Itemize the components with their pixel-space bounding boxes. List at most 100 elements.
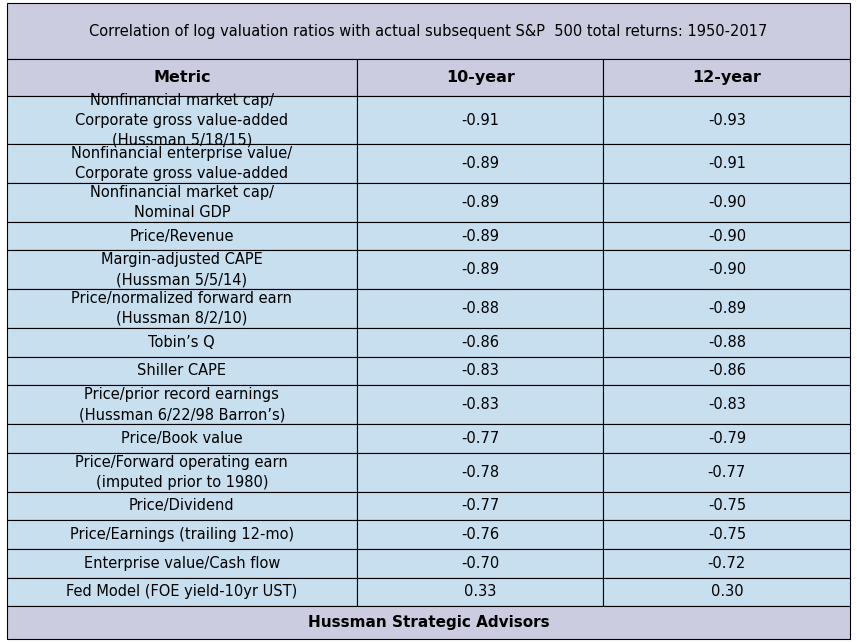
Text: Tobin’s Q: Tobin’s Q (148, 335, 215, 350)
Bar (603, 289, 850, 328)
Bar (7, 3, 850, 59)
Text: Price/Forward operating earn
(imputed prior to 1980): Price/Forward operating earn (imputed pr… (75, 455, 288, 490)
Bar (7, 520, 357, 549)
Text: -0.75: -0.75 (708, 527, 746, 542)
Bar (603, 221, 850, 250)
Bar (603, 578, 850, 606)
Text: -0.79: -0.79 (708, 431, 746, 446)
Text: Price/Book value: Price/Book value (121, 431, 243, 446)
Bar (357, 578, 603, 606)
Bar (603, 59, 850, 96)
Text: -0.89: -0.89 (461, 263, 499, 277)
Bar (7, 221, 357, 250)
Text: -0.77: -0.77 (708, 465, 746, 480)
Bar (7, 96, 357, 144)
Text: -0.89: -0.89 (461, 195, 499, 210)
Text: -0.78: -0.78 (461, 465, 500, 480)
Bar (357, 59, 603, 96)
Bar (7, 385, 357, 424)
Bar (603, 549, 850, 578)
Text: -0.93: -0.93 (708, 113, 746, 128)
Bar (357, 424, 603, 453)
Bar (603, 96, 850, 144)
Text: 0.30: 0.30 (710, 584, 743, 600)
Bar (357, 250, 603, 289)
Text: 10-year: 10-year (446, 70, 514, 85)
Text: -0.72: -0.72 (708, 556, 746, 571)
Bar (357, 385, 603, 424)
Text: -0.90: -0.90 (708, 229, 746, 243)
Bar (357, 144, 603, 183)
Text: 12-year: 12-year (692, 70, 761, 85)
Text: Metric: Metric (153, 70, 211, 85)
Text: Enterprise value/Cash flow: Enterprise value/Cash flow (84, 556, 280, 571)
Text: -0.88: -0.88 (461, 301, 499, 316)
Bar (357, 328, 603, 357)
Bar (7, 606, 850, 639)
Bar (7, 453, 357, 492)
Text: -0.91: -0.91 (708, 156, 746, 171)
Text: -0.86: -0.86 (708, 363, 746, 379)
Text: Price/Earnings (trailing 12-mo): Price/Earnings (trailing 12-mo) (69, 527, 294, 542)
Bar (7, 578, 357, 606)
Text: -0.75: -0.75 (708, 498, 746, 514)
Text: Price/Dividend: Price/Dividend (129, 498, 235, 514)
Text: -0.89: -0.89 (461, 156, 499, 171)
Text: Hussman Strategic Advisors: Hussman Strategic Advisors (308, 615, 549, 630)
Bar (7, 549, 357, 578)
Bar (603, 144, 850, 183)
Text: Margin-adjusted CAPE
(Hussman 5/5/14): Margin-adjusted CAPE (Hussman 5/5/14) (101, 252, 263, 287)
Text: 0.33: 0.33 (464, 584, 496, 600)
Text: -0.77: -0.77 (461, 431, 500, 446)
Text: -0.90: -0.90 (708, 263, 746, 277)
Text: -0.90: -0.90 (708, 195, 746, 210)
Text: Price/prior record earnings
(Hussman 6/22/98 Barron’s): Price/prior record earnings (Hussman 6/2… (79, 387, 285, 422)
Bar (7, 183, 357, 221)
Bar (7, 289, 357, 328)
Text: -0.70: -0.70 (461, 556, 500, 571)
Text: Price/normalized forward earn
(Hussman 8/2/10): Price/normalized forward earn (Hussman 8… (71, 291, 292, 326)
Bar (357, 549, 603, 578)
Bar (603, 453, 850, 492)
Bar (603, 520, 850, 549)
Bar (603, 328, 850, 357)
Bar (357, 96, 603, 144)
Text: Nonfinancial enterprise value/
Corporate gross value-added: Nonfinancial enterprise value/ Corporate… (71, 146, 292, 181)
Bar (603, 385, 850, 424)
Text: Nonfinancial market cap/
Corporate gross value-added
(Hussman 5/18/15): Nonfinancial market cap/ Corporate gross… (75, 93, 289, 148)
Bar (7, 357, 357, 385)
Bar (357, 492, 603, 520)
Text: -0.76: -0.76 (461, 527, 500, 542)
Bar (357, 289, 603, 328)
Text: -0.83: -0.83 (461, 397, 499, 412)
Bar (357, 183, 603, 221)
Bar (7, 424, 357, 453)
Bar (603, 357, 850, 385)
Text: Price/Revenue: Price/Revenue (129, 229, 234, 243)
Text: Correlation of log valuation ratios with actual subsequent S&P  500 total return: Correlation of log valuation ratios with… (89, 24, 768, 39)
Bar (357, 453, 603, 492)
Bar (603, 250, 850, 289)
Text: Shiller CAPE: Shiller CAPE (137, 363, 226, 379)
Text: -0.77: -0.77 (461, 498, 500, 514)
Bar (603, 492, 850, 520)
Bar (7, 250, 357, 289)
Bar (357, 357, 603, 385)
Text: Nonfinancial market cap/
Nominal GDP: Nonfinancial market cap/ Nominal GDP (90, 185, 274, 220)
Text: Fed Model (FOE yield-10yr UST): Fed Model (FOE yield-10yr UST) (66, 584, 297, 600)
Bar (7, 492, 357, 520)
Text: -0.86: -0.86 (461, 335, 499, 350)
Text: -0.89: -0.89 (708, 301, 746, 316)
Text: -0.91: -0.91 (461, 113, 499, 128)
Bar (7, 59, 357, 96)
Bar (357, 520, 603, 549)
Text: -0.83: -0.83 (461, 363, 499, 379)
Bar (357, 221, 603, 250)
Text: -0.83: -0.83 (708, 397, 746, 412)
Bar (603, 424, 850, 453)
Text: -0.88: -0.88 (708, 335, 746, 350)
Bar (7, 328, 357, 357)
Text: -0.89: -0.89 (461, 229, 499, 243)
Bar (603, 183, 850, 221)
Bar (7, 144, 357, 183)
